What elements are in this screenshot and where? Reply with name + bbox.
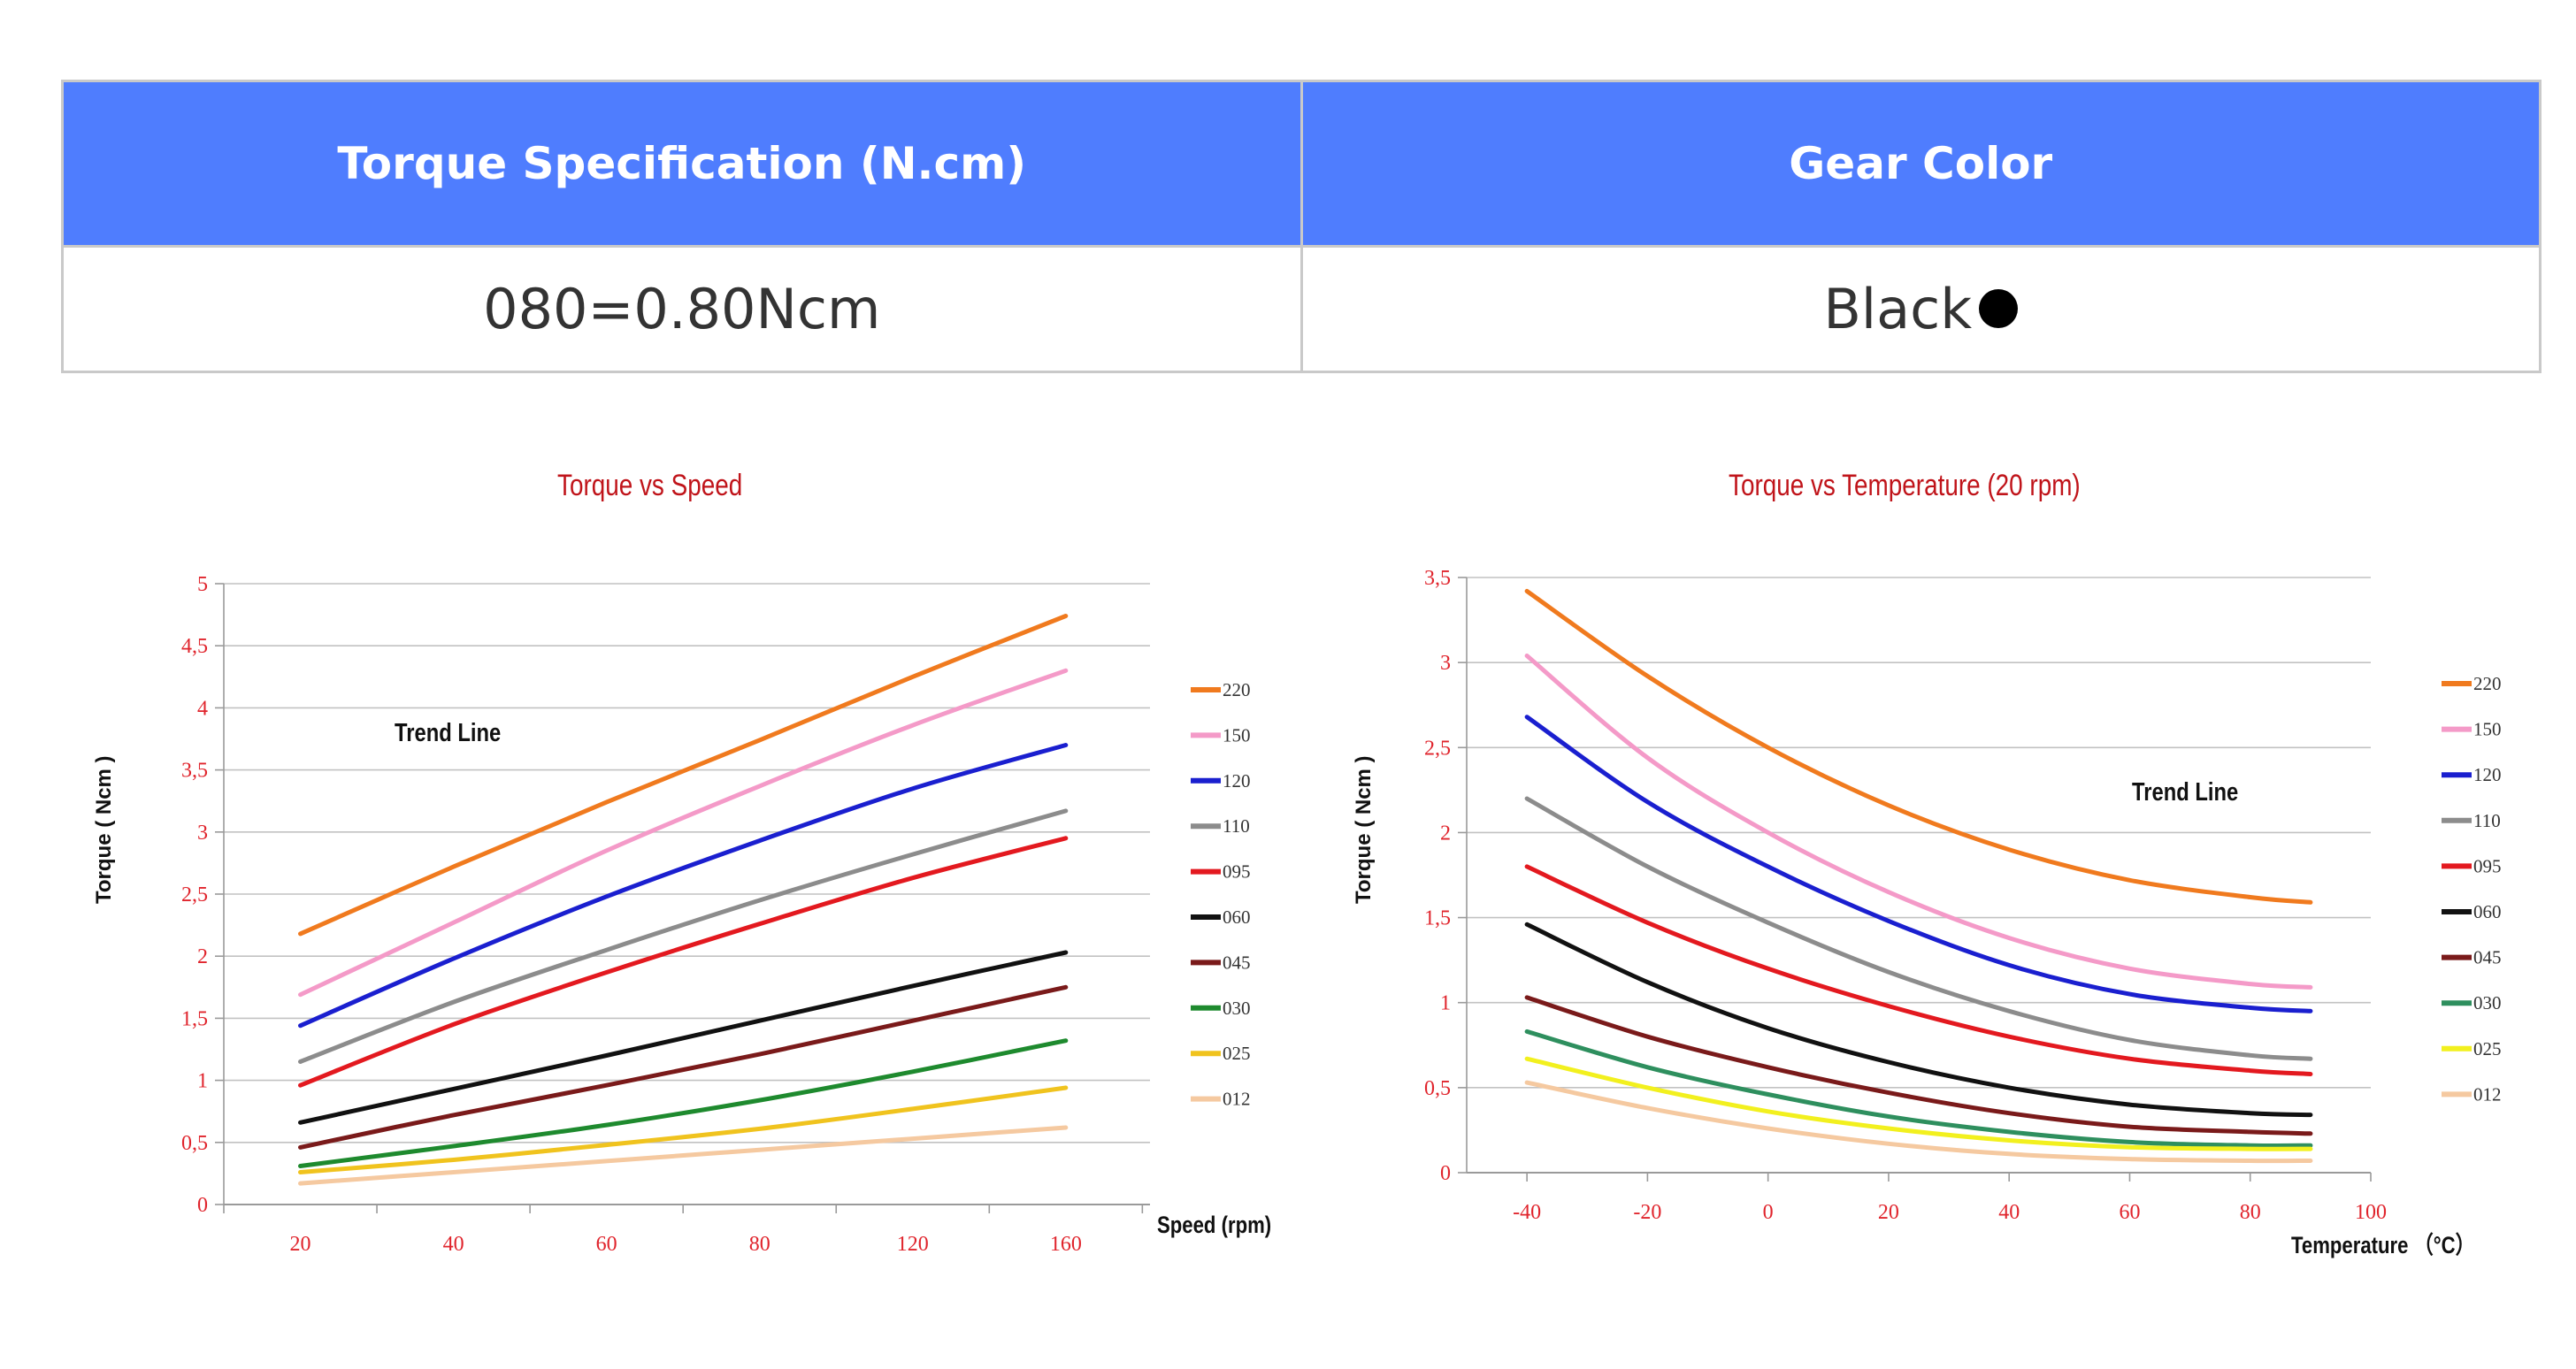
spec-header-row: Torque Specification (N.cm) Gear Color bbox=[61, 80, 2542, 248]
series-line-045 bbox=[298, 984, 1069, 1150]
series-line-220 bbox=[298, 614, 1069, 937]
series-line-030 bbox=[1524, 1029, 2313, 1149]
legend-label-025: 025 bbox=[1223, 1043, 1251, 1064]
legend-label-150: 150 bbox=[2473, 719, 2502, 740]
series-line-012 bbox=[298, 1125, 1069, 1186]
y-tick-label: 2 bbox=[1440, 822, 1451, 845]
y-tick-label: 1,5 bbox=[181, 1007, 208, 1030]
x-axis-title: Speed (rpm) bbox=[1157, 1212, 1272, 1238]
y-tick-label: 4,5 bbox=[181, 635, 208, 658]
x-tick-label: -20 bbox=[1633, 1201, 1661, 1224]
spec-value-row: 080=0.80Ncm Black bbox=[61, 245, 2542, 373]
y-tick-label: 0,5 bbox=[1424, 1077, 1451, 1100]
series-line-150 bbox=[298, 668, 1069, 998]
series-line-095 bbox=[298, 836, 1069, 1088]
x-tick-label: 40 bbox=[443, 1233, 464, 1256]
y-tick-label: 0 bbox=[197, 1194, 208, 1217]
torque-vs-temperature-chart: 0 0,5 1 1,5 2 2,5 3 3,5 -40 -20 0 20 40 60 80 100 220 150… bbox=[1292, 451, 2574, 1335]
y-axis-title: Torque ( Ncm ) bbox=[1352, 755, 1376, 904]
legend-label-012: 012 bbox=[1223, 1089, 1251, 1110]
legend-label-045: 045 bbox=[1223, 952, 1251, 973]
y-tick-label: 0,5 bbox=[181, 1132, 208, 1155]
x-tick-label: 120 bbox=[897, 1233, 929, 1256]
x-tick-label: 0 bbox=[1763, 1201, 1774, 1224]
torque-vs-speed-chart: 0 0,5 1 1,5 2 2,5 3 3,5 4 4,5 5 20 40 60 80 120 160 220 15… bbox=[53, 451, 1336, 1335]
series-line-025 bbox=[1524, 1056, 2313, 1151]
legend-label-012: 012 bbox=[2473, 1083, 2502, 1105]
x-tick-label: 40 bbox=[1998, 1201, 2020, 1224]
y-tick-label: 4 bbox=[197, 697, 208, 720]
trend-line-annotation: Trend Line bbox=[395, 719, 502, 747]
legend-label-120: 120 bbox=[1223, 770, 1251, 792]
series-line-060 bbox=[298, 950, 1069, 1125]
x-tick-label: 80 bbox=[749, 1233, 770, 1256]
header-torque-spec: Torque Specification (N.cm) bbox=[61, 80, 1303, 248]
value-gear-color: Black bbox=[1823, 277, 1973, 341]
y-tick-label: 2,5 bbox=[1424, 737, 1451, 760]
black-dot-icon bbox=[1979, 288, 2019, 328]
series-line-220 bbox=[1524, 588, 2313, 905]
spec-table: Torque Specification (N.cm) Gear Color 0… bbox=[61, 80, 2542, 373]
chart-title: Torque vs Speed bbox=[557, 469, 743, 502]
y-tick-label: 2 bbox=[197, 945, 208, 968]
x-axis-title: Temperature （°C） bbox=[2291, 1232, 2475, 1258]
x-tick-label: -40 bbox=[1513, 1201, 1541, 1224]
y-tick-label: 3,5 bbox=[1424, 567, 1451, 590]
series-line-110 bbox=[1524, 796, 2313, 1061]
y-tick-label: 1,5 bbox=[1424, 907, 1451, 930]
y-tick-label: 3 bbox=[1440, 652, 1451, 675]
legend-label-220: 220 bbox=[1223, 679, 1251, 700]
torque-vs-speed-plot: 0 0,5 1 1,5 2 2,5 3 3,5 4 4,5 5 20 40 60 80 120 160 220 15… bbox=[181, 573, 1251, 1256]
y-tick-label: 2,5 bbox=[181, 883, 208, 906]
series-line-120 bbox=[1524, 715, 2313, 1013]
series-line-030 bbox=[298, 1038, 1069, 1168]
series-line-012 bbox=[1524, 1080, 2313, 1164]
series-line-150 bbox=[1524, 654, 2313, 990]
legend-label-095: 095 bbox=[2473, 855, 2502, 876]
y-tick-label: 1 bbox=[197, 1070, 208, 1093]
series-line-045 bbox=[1524, 995, 2313, 1136]
x-tick-label: 160 bbox=[1050, 1233, 1082, 1256]
x-tick-label: 20 bbox=[1878, 1201, 1899, 1224]
legend-label-110: 110 bbox=[2473, 810, 2501, 831]
legend-label-110: 110 bbox=[1223, 815, 1250, 837]
x-tick-label: 60 bbox=[2119, 1201, 2140, 1224]
legend-label-220: 220 bbox=[2473, 673, 2502, 694]
legend-label-030: 030 bbox=[1223, 998, 1251, 1019]
legend-label-060: 060 bbox=[2473, 901, 2502, 922]
series-line-095 bbox=[1524, 864, 2313, 1076]
legend-label-025: 025 bbox=[2473, 1038, 2502, 1059]
x-tick-label: 80 bbox=[2240, 1201, 2261, 1224]
series-line-110 bbox=[298, 808, 1069, 1064]
chart-title: Torque vs Temperature (20 rpm) bbox=[1729, 469, 2081, 502]
series-line-025 bbox=[298, 1085, 1069, 1174]
x-tick-label: 100 bbox=[2355, 1201, 2387, 1224]
legend-label-150: 150 bbox=[1223, 724, 1251, 746]
series-line-120 bbox=[298, 743, 1069, 1029]
value-torque-spec: 080=0.80Ncm bbox=[61, 245, 1303, 373]
series-line-060 bbox=[1524, 922, 2313, 1118]
y-tick-label: 1 bbox=[1440, 992, 1451, 1015]
trend-line-annotation: Trend Line bbox=[2132, 778, 2239, 807]
legend-label-030: 030 bbox=[2473, 992, 2502, 1013]
header-gear-color: Gear Color bbox=[1300, 80, 2542, 248]
y-tick-label: 0 bbox=[1440, 1162, 1451, 1185]
torque-vs-temperature-plot: 0 0,5 1 1,5 2 2,5 3 3,5 -40 -20 0 20 40 60 80 100 220 150… bbox=[1424, 567, 2502, 1224]
y-axis-title: Torque ( Ncm ) bbox=[92, 755, 116, 904]
x-tick-label: 20 bbox=[290, 1233, 311, 1256]
value-gear-color-cell: Black bbox=[1300, 245, 2542, 373]
y-tick-label: 5 bbox=[197, 573, 208, 596]
legend-label-060: 060 bbox=[1223, 906, 1251, 928]
legend-label-095: 095 bbox=[1223, 861, 1251, 883]
y-tick-label: 3 bbox=[197, 822, 208, 845]
y-tick-label: 3,5 bbox=[181, 760, 208, 783]
legend-label-120: 120 bbox=[2473, 764, 2502, 785]
x-tick-label: 60 bbox=[596, 1233, 617, 1256]
legend-label-045: 045 bbox=[2473, 947, 2502, 968]
